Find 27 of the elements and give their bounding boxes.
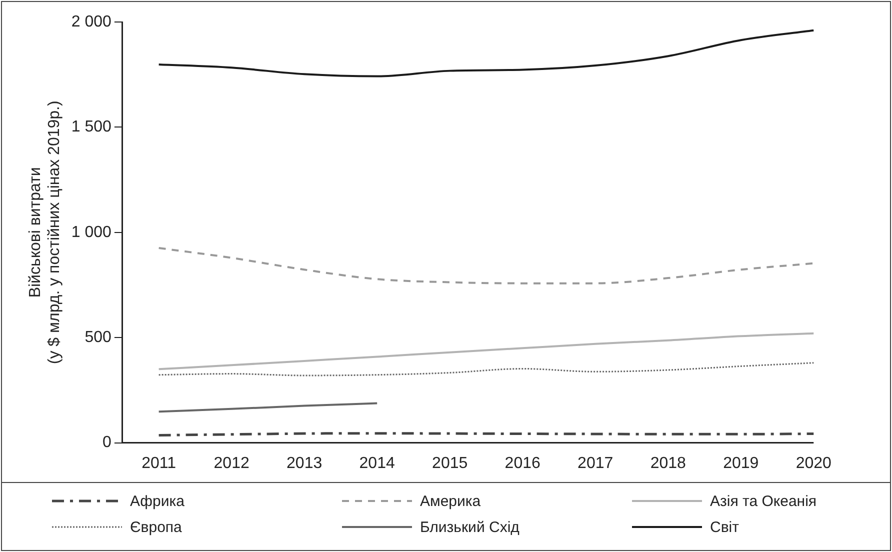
- y-tick-label: 1 500: [71, 118, 112, 136]
- line-series: [158, 332, 815, 370]
- x-tick-label: 2012: [214, 454, 250, 472]
- x-tick-label: 2014: [359, 454, 395, 472]
- legend-label: Європа: [130, 518, 182, 536]
- line-series: [158, 246, 815, 284]
- legend-label: Близький Схід: [420, 518, 520, 536]
- y-axis-title: Військові витрати (у $ млрд. у постійних цінах 2019р.): [27, 100, 64, 364]
- x-tick-label: 2019: [723, 454, 759, 472]
- line-series: [158, 402, 378, 413]
- legend-label: Світ: [710, 518, 740, 536]
- legend-label: Африка: [130, 492, 184, 510]
- y-tick-label: 2 000: [71, 13, 112, 30]
- x-tick-label: 2013: [286, 454, 322, 472]
- legend-label: Азія та Океанія: [710, 492, 817, 510]
- x-tick-label: 2015: [432, 454, 468, 472]
- y-tick-label: 500: [84, 329, 112, 346]
- x-tick-label: 2018: [650, 454, 686, 472]
- x-tick-label: 2020: [796, 454, 832, 472]
- line-series: [158, 29, 815, 78]
- y-tick-label: 1 000: [71, 224, 112, 241]
- x-tick-label: 2017: [578, 454, 614, 472]
- x-tick-label: 2011: [142, 454, 176, 472]
- line-series: [158, 362, 814, 376]
- legend-label: Америка: [420, 492, 481, 510]
- x-tick-label: 2016: [504, 454, 540, 472]
- y-tick-label: 0: [102, 434, 112, 452]
